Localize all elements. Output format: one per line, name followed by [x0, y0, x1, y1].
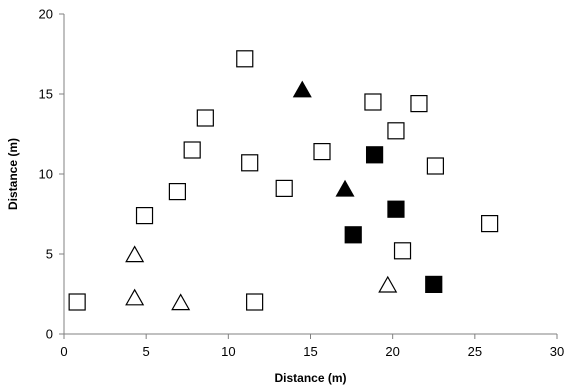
open-square-point	[364, 93, 382, 111]
filled-triangle-point	[292, 80, 312, 98]
open-square-point	[183, 141, 201, 159]
open-square-point	[236, 50, 254, 68]
filled-square-point	[425, 275, 443, 293]
x-axis-title: Distance (m)	[274, 371, 346, 385]
open-square-point	[246, 293, 264, 311]
open-square-point	[426, 157, 444, 175]
x-tick-label: 25	[468, 344, 482, 359]
x-tick-label: 5	[143, 344, 150, 359]
open-square-point	[241, 154, 259, 172]
ticks: 0 5 10 15 20 25 30 0 5 10 15 20	[39, 7, 564, 360]
open-square-point	[387, 122, 405, 140]
open-square-point	[313, 143, 331, 161]
open-square-point	[196, 109, 214, 127]
x-tick-label: 0	[60, 344, 67, 359]
open-square-point	[275, 179, 293, 197]
open-triangle-point	[125, 288, 145, 306]
y-tick-label: 15	[39, 87, 53, 102]
filled-square-point	[344, 226, 362, 244]
open-square-point	[410, 94, 428, 113]
open-square-point	[481, 215, 499, 233]
y-tick-label: 10	[39, 167, 53, 182]
filled-triangle-point	[335, 179, 355, 197]
open-square-point	[168, 183, 186, 201]
open-square-point	[135, 207, 154, 225]
x-tick-label: 30	[550, 344, 564, 359]
filled-square-point	[365, 146, 384, 164]
axes	[63, 14, 557, 335]
x-tick-label: 15	[303, 344, 317, 359]
x-tick-label: 10	[221, 344, 235, 359]
x-tick-label: 20	[385, 344, 399, 359]
filled-square-point	[387, 200, 405, 218]
data-points	[68, 50, 499, 311]
y-tick-label: 20	[39, 7, 53, 22]
open-triangle-point	[125, 245, 145, 263]
y-axis-title: Distance (m)	[6, 138, 20, 210]
y-tick-label: 5	[46, 247, 53, 262]
open-triangle-point	[171, 293, 191, 311]
y-tick-label: 0	[46, 327, 53, 342]
open-square-point	[68, 293, 86, 311]
open-triangle-point	[378, 275, 398, 293]
open-square-point	[393, 242, 412, 260]
